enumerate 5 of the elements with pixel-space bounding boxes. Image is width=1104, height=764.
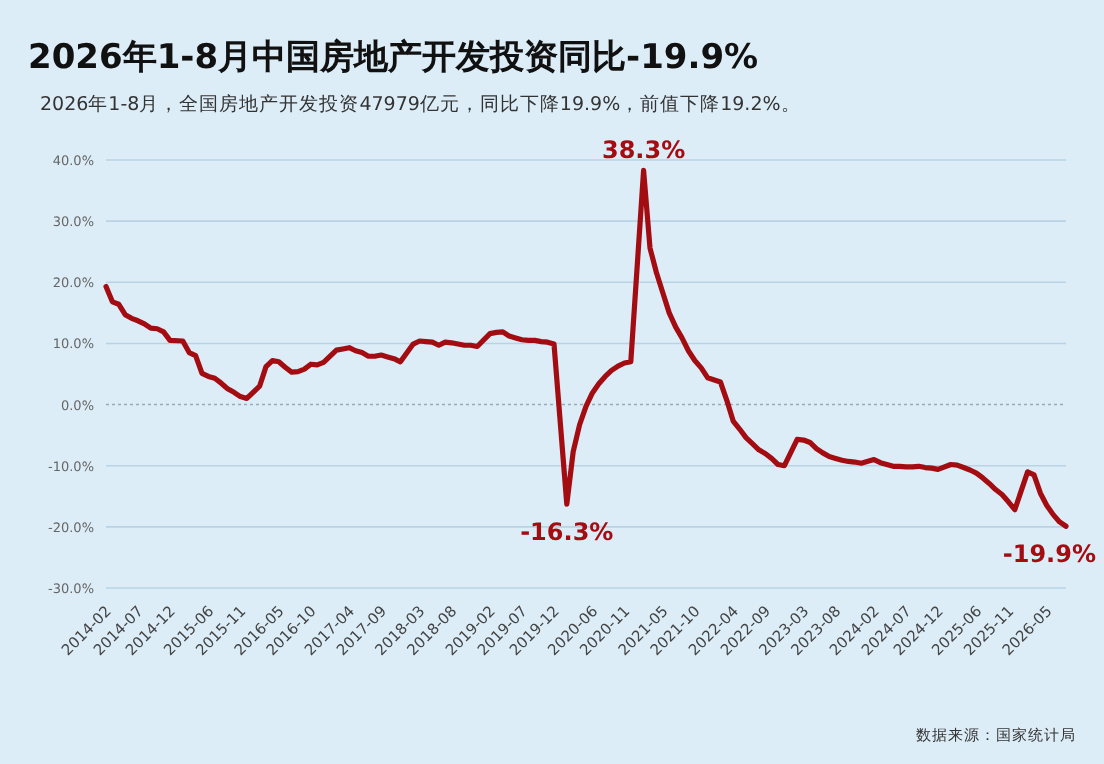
annotation: 38.3%: [601, 136, 686, 165]
title: 2026年1-8月中国房地产开发投资同比-19.9%: [28, 38, 759, 78]
annotation: -16.3%: [520, 518, 614, 547]
annotation: -19.9%: [1002, 540, 1096, 569]
subtitle: 2026年1-8月，全国房地产开发投资47979亿元，同比下降19.9%，前值下降19.2%。: [40, 94, 801, 116]
